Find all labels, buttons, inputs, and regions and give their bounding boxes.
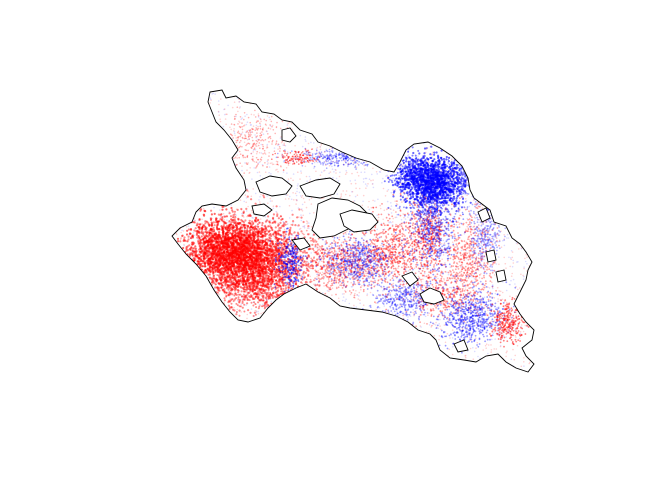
- point-cluster: [271, 148, 321, 171]
- point-cluster: [438, 190, 502, 323]
- hole-boundary: [291, 237, 311, 251]
- region-boundary: [171, 89, 535, 373]
- point-cluster: [224, 98, 292, 174]
- hole-boundary: [419, 287, 445, 305]
- point-cluster: [415, 275, 524, 370]
- hole-boundary: [299, 177, 341, 199]
- point-cluster: [383, 146, 446, 209]
- point-cluster: [269, 227, 308, 293]
- point-cluster: [391, 140, 488, 223]
- hole-boundary: [485, 249, 497, 263]
- hole-boundary: [281, 127, 297, 143]
- region-outline: [171, 89, 535, 373]
- point-cluster: [486, 296, 530, 348]
- hole-boundary: [477, 207, 491, 223]
- points-layer: [172, 90, 534, 372]
- hole-boundary: [251, 203, 273, 217]
- hole-boundary: [339, 209, 379, 233]
- point-cluster: [399, 168, 472, 298]
- hole-boundary: [255, 175, 293, 197]
- point-cluster: [394, 156, 466, 328]
- hole-boundary: [495, 269, 507, 283]
- point-cluster: [304, 230, 408, 290]
- hole-boundary: [401, 271, 419, 287]
- point-cluster: [349, 192, 429, 311]
- hole-boundary: [453, 339, 469, 353]
